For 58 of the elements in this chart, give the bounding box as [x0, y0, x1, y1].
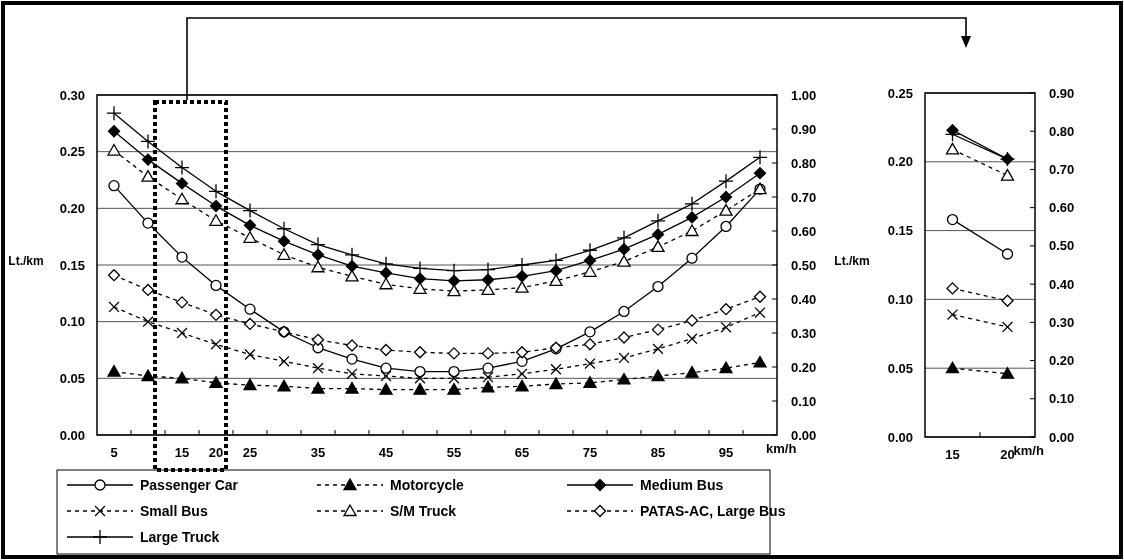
x-tick-label: 85	[650, 445, 666, 460]
legend-label: Passenger Car	[140, 477, 239, 493]
y2-tick-label: 0.80	[1049, 123, 1075, 139]
legend-label: PATAS-AC, Large Bus	[640, 503, 786, 519]
y-tick-label: 0.00	[887, 429, 913, 445]
x-tick-label: 35	[310, 445, 326, 460]
y2-tick-label: 1.00	[791, 87, 817, 103]
legend-label: Medium Bus	[640, 477, 724, 493]
y2-tick-label: 0.90	[1049, 85, 1075, 101]
y2-tick-label: 0.20	[791, 359, 817, 375]
y-tick-label: 0.05	[59, 370, 85, 386]
y2-tick-label: 0.40	[1049, 276, 1075, 292]
x-axis-title: km/h	[1013, 443, 1044, 458]
x-tick-label: 15	[945, 447, 960, 462]
legend-label: S/M Truck	[390, 503, 457, 519]
y2-tick-label: 0.50	[1049, 238, 1075, 254]
x-tick-label: 65	[514, 445, 530, 460]
y2-tick-label: 0.70	[791, 189, 817, 205]
y-tick-label: 0.25	[887, 85, 913, 101]
x-tick-label: 25	[242, 445, 258, 460]
y-tick-label: 0.15	[887, 223, 913, 239]
y2-tick-label: 0.30	[1049, 314, 1075, 330]
y-tick-label: 0.20	[887, 154, 913, 170]
x-tick-label: 95	[718, 445, 734, 460]
y2-tick-label: 0.10	[1049, 391, 1075, 407]
y2-tick-label: 0.80	[791, 155, 817, 171]
y-tick-label: 0.30	[59, 87, 85, 103]
x-tick-label: 5	[110, 445, 118, 460]
y2-tick-label: 0.60	[1049, 200, 1075, 216]
x-axis-title: km/h	[766, 441, 797, 456]
y2-tick-label: 0.70	[1049, 161, 1075, 177]
legend-label: Motorcycle	[390, 477, 465, 493]
x-tick-label: 55	[446, 445, 462, 460]
y2-tick-label: 0.00	[1049, 429, 1075, 445]
y-tick-label: 0.10	[59, 314, 85, 330]
y-axis-title: Lt./km	[834, 254, 870, 268]
y2-tick-label: 0.90	[791, 121, 817, 137]
y-tick-label: 0.20	[59, 200, 85, 216]
y2-tick-label: 0.60	[791, 223, 817, 239]
x-tick-label: 75	[582, 445, 598, 460]
x-tick-label: 20	[1000, 447, 1015, 462]
y-tick-label: 0.10	[887, 291, 913, 307]
legend-label: Large Truck	[140, 529, 220, 545]
y-tick-label: 0.05	[887, 360, 913, 376]
y2-tick-label: 0.30	[791, 325, 817, 341]
y2-tick-label: 0.50	[791, 257, 817, 273]
x-tick-label: 45	[378, 445, 394, 460]
legend-label: Small Bus	[140, 503, 208, 519]
y2-tick-label: 0.20	[1049, 353, 1075, 369]
y-tick-label: 0.15	[59, 257, 85, 273]
y2-tick-label: 0.40	[791, 291, 817, 307]
y2-tick-label: 0.00	[791, 427, 817, 443]
x-tick-label: 20	[208, 445, 224, 460]
y2-tick-label: 0.10	[791, 393, 817, 409]
y-axis-title: Lt./km	[8, 254, 44, 268]
y-tick-label: 0.00	[59, 427, 85, 443]
x-tick-label: 15	[174, 445, 190, 460]
y-tick-label: 0.25	[59, 144, 85, 160]
